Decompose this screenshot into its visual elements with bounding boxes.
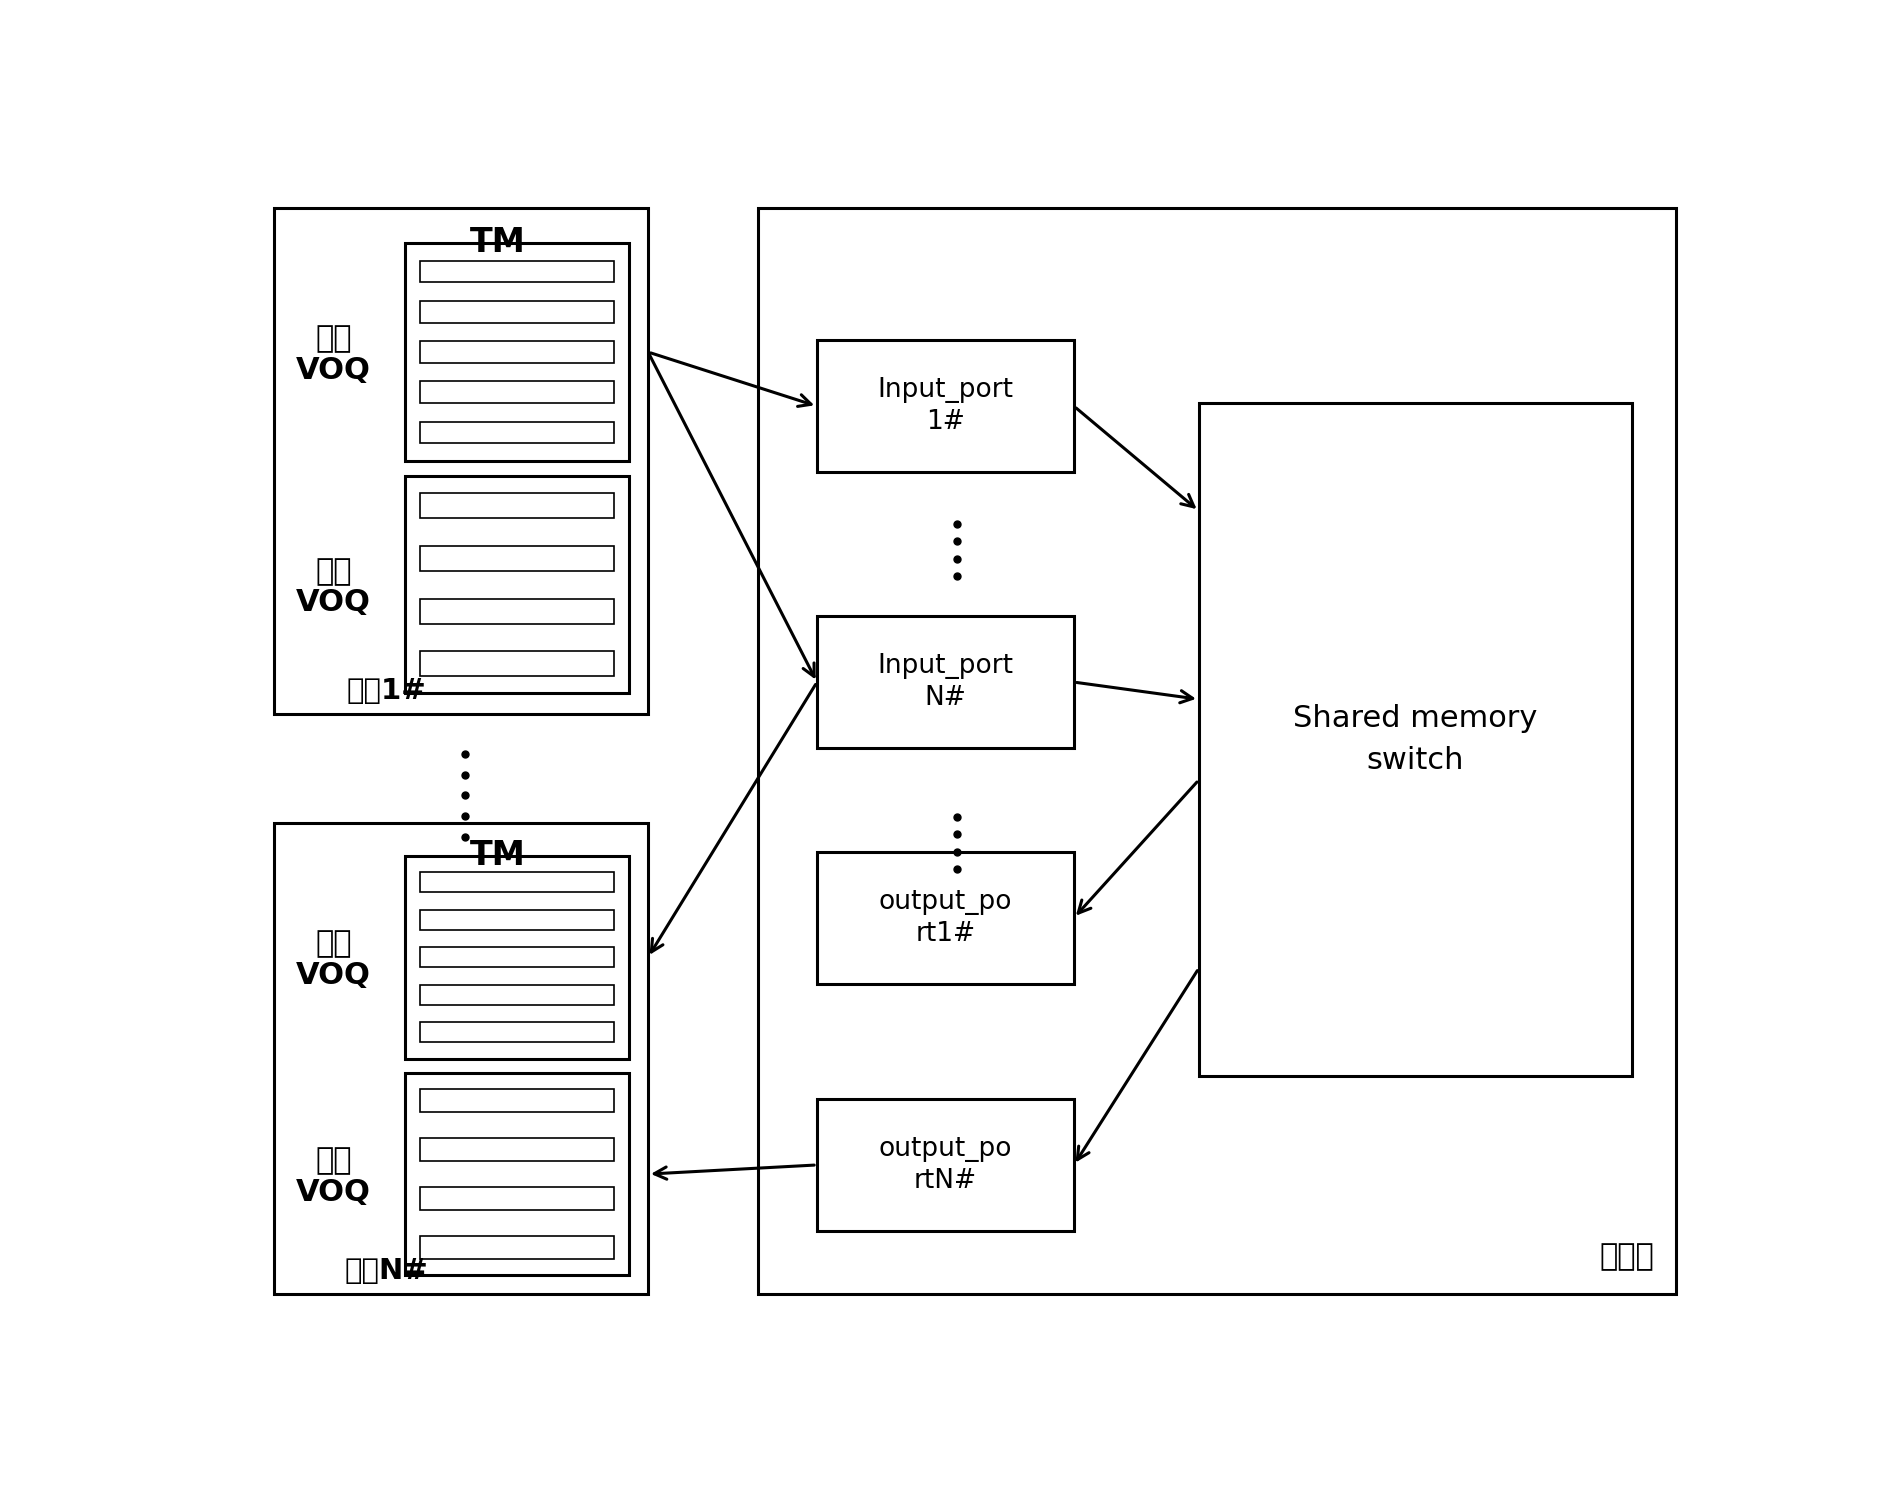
Bar	[421, 947, 614, 967]
Text: 单播
VOQ: 单播 VOQ	[296, 324, 371, 385]
Text: 交换卡: 交换卡	[1599, 1242, 1654, 1272]
Bar	[421, 651, 614, 676]
Text: TM: TM	[470, 839, 527, 872]
Bar	[273, 208, 648, 714]
Bar	[273, 823, 648, 1294]
Bar	[421, 1187, 614, 1211]
Bar	[421, 1023, 614, 1042]
Bar	[421, 909, 614, 930]
Bar	[421, 302, 614, 322]
Text: 多播
VOQ: 多播 VOQ	[296, 557, 371, 618]
Bar	[1200, 403, 1632, 1076]
Text: 多播
VOQ: 多播 VOQ	[296, 1147, 371, 1206]
Text: 单播
VOQ: 单播 VOQ	[296, 930, 371, 990]
Text: 线卡N#: 线卡N#	[345, 1257, 428, 1285]
Text: output_po
rtN#: output_po rtN#	[879, 1136, 1012, 1194]
Bar	[406, 855, 629, 1059]
Bar	[421, 493, 614, 518]
Text: Input_port
1#: Input_port 1#	[877, 378, 1014, 434]
Bar	[421, 261, 614, 282]
Bar	[421, 421, 614, 443]
Bar	[421, 872, 614, 893]
Text: output_po
rt1#: output_po rt1#	[879, 888, 1012, 947]
Bar	[817, 851, 1074, 984]
Text: Input_port
N#: Input_port N#	[877, 652, 1014, 711]
Bar	[421, 985, 614, 1005]
Bar	[406, 476, 629, 693]
Bar	[817, 1099, 1074, 1232]
Bar	[817, 340, 1074, 472]
Bar	[406, 1073, 629, 1275]
Bar	[421, 1236, 614, 1259]
Text: TM: TM	[470, 225, 527, 258]
Bar	[421, 342, 614, 363]
Text: Shared memory
switch: Shared memory switch	[1292, 703, 1537, 775]
Bar	[758, 208, 1675, 1294]
Bar	[421, 1088, 614, 1112]
Bar	[817, 617, 1074, 748]
Bar	[421, 1138, 614, 1162]
Bar	[406, 243, 629, 461]
Text: 线卡1#: 线卡1#	[347, 676, 426, 705]
Bar	[421, 546, 614, 570]
Bar	[421, 381, 614, 403]
Bar	[421, 599, 614, 624]
